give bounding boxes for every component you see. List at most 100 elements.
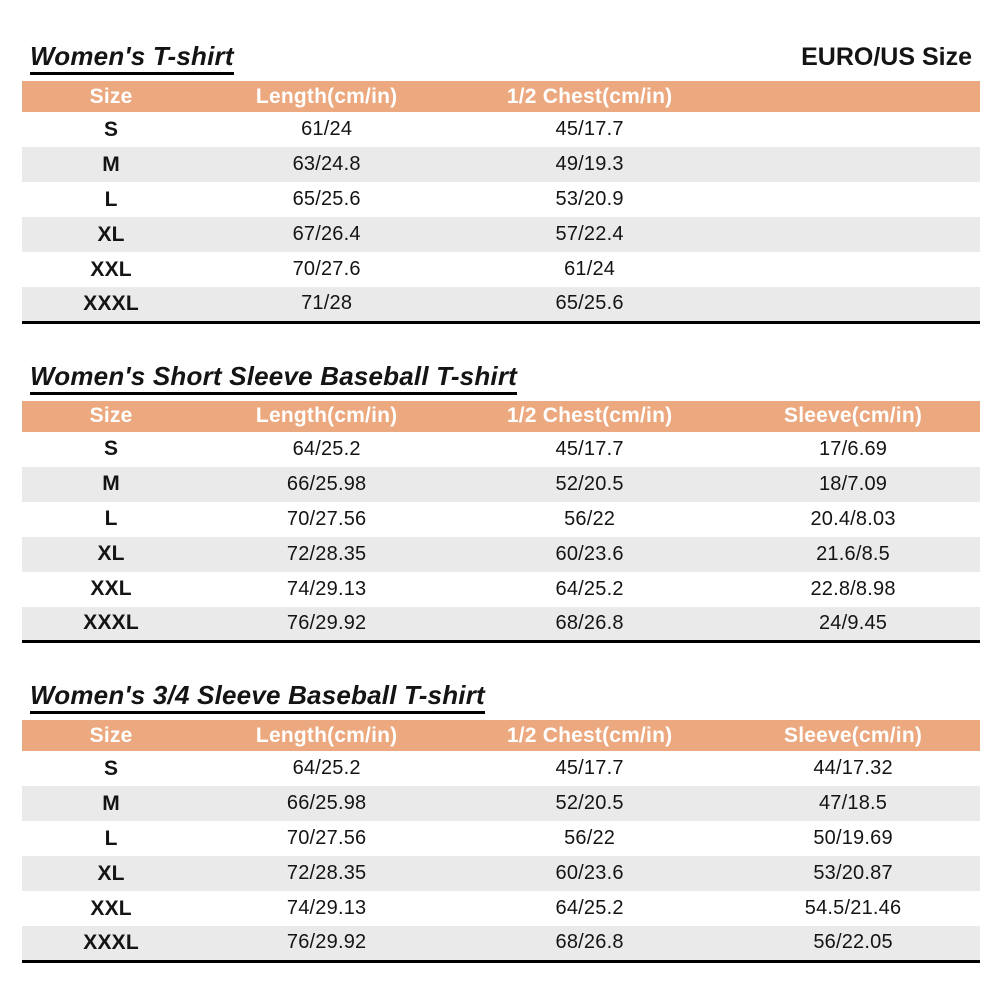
size-table-short-sleeve-baseball: Size Length(cm/in) 1/2 Chest(cm/in) Sleeve(… bbox=[22, 400, 980, 643]
size-cell: XXL bbox=[90, 577, 132, 600]
measurement-cell: 74/29.13 bbox=[286, 897, 367, 919]
column-header: Length(cm/in) bbox=[200, 720, 454, 751]
measurement-cell: 63/24.8 bbox=[292, 153, 361, 175]
measurement-cell: 20.4/8.03 bbox=[810, 507, 896, 530]
table-row: S 61/24 45/17.7 bbox=[22, 112, 980, 147]
measurement-cell: 74/29.13 bbox=[286, 577, 367, 600]
measurement-cell bbox=[726, 217, 980, 252]
column-header: Length(cm/in) bbox=[200, 81, 454, 112]
table-row: L 70/27.56 56/22 20.4/8.03 bbox=[22, 502, 980, 537]
size-chart-sheet: Women's T-shirt EURO/US Size Size Length(… bbox=[22, 0, 980, 963]
section-title: Women's T-shirt bbox=[30, 42, 234, 75]
table-row: M 66/25.98 52/20.5 18/7.09 bbox=[22, 466, 980, 502]
measurement-cell: 47/18.5 bbox=[818, 792, 888, 814]
measurement-cell: 66/25.98 bbox=[286, 792, 367, 814]
column-header: 1/2 Chest(cm/in) bbox=[453, 400, 727, 432]
table-header: Size Length(cm/in) 1/2 Chest(cm/in) Sleeve(… bbox=[22, 400, 980, 432]
size-cell: M bbox=[102, 791, 120, 815]
measurement-cell: 72/28.35 bbox=[286, 862, 367, 884]
measurement-cell bbox=[726, 112, 980, 147]
measurement-cell: 45/17.7 bbox=[555, 757, 624, 779]
table-row: M 66/25.98 52/20.5 47/18.5 bbox=[22, 786, 980, 821]
table-row: S 64/25.2 45/17.7 44/17.32 bbox=[22, 751, 980, 786]
measurement-cell: 72/28.35 bbox=[286, 542, 367, 565]
measurement-cell: 60/23.6 bbox=[555, 862, 624, 884]
section-short-sleeve-baseball: Women's Short Sleeve Baseball T-shirt Si… bbox=[22, 362, 980, 643]
measurement-cell: 64/25.2 bbox=[555, 897, 624, 919]
column-header: Size bbox=[22, 81, 201, 112]
column-header: Sleeve(cm/in) bbox=[726, 720, 980, 751]
measurement-cell: 56/22.05 bbox=[813, 931, 893, 954]
measurement-cell: 52/20.5 bbox=[555, 792, 624, 814]
measurement-cell bbox=[726, 287, 980, 322]
measurement-cell: 61/24 bbox=[301, 118, 353, 140]
measurement-cell: 64/25.2 bbox=[292, 437, 361, 460]
size-cell: S bbox=[103, 117, 119, 141]
measurement-cell bbox=[726, 147, 980, 182]
measurement-cell: 44/17.32 bbox=[813, 757, 893, 779]
measurement-cell: 76/29.92 bbox=[286, 611, 367, 634]
size-cell: M bbox=[102, 472, 120, 495]
measurement-cell: 50/19.69 bbox=[813, 827, 893, 849]
measurement-cell: 49/19.3 bbox=[555, 153, 624, 175]
column-header: Size bbox=[22, 720, 201, 751]
measurement-cell: 60/23.6 bbox=[555, 542, 624, 565]
table-header: Size Length(cm/in) 1/2 Chest(cm/in) bbox=[22, 81, 980, 112]
measurement-cell: 65/25.6 bbox=[292, 188, 361, 210]
size-cell: M bbox=[102, 152, 120, 176]
measurement-cell: 70/27.56 bbox=[286, 827, 367, 849]
section-three-quarter-sleeve-baseball: Women's 3/4 Sleeve Baseball T-shirt Size… bbox=[22, 681, 980, 963]
table-row: XXL 70/27.6 61/24 bbox=[22, 252, 980, 287]
measurement-cell: 56/22 bbox=[564, 507, 616, 530]
size-cell: L bbox=[104, 826, 118, 850]
measurement-cell: 56/22 bbox=[564, 827, 616, 849]
size-cell: XXL bbox=[90, 257, 132, 281]
measurement-cell: 70/27.6 bbox=[292, 258, 361, 280]
table-row: L 70/27.56 56/22 50/19.69 bbox=[22, 821, 980, 856]
size-cell: XXXL bbox=[83, 611, 139, 635]
measurement-cell: 21.6/8.5 bbox=[816, 542, 890, 565]
section-header-row: Women's Short Sleeve Baseball T-shirt bbox=[22, 362, 980, 401]
section-header-row: Women's 3/4 Sleeve Baseball T-shirt bbox=[22, 681, 980, 720]
measurement-cell: 70/27.56 bbox=[286, 507, 367, 530]
table-row: XXXL 76/29.92 68/26.8 24/9.45 bbox=[22, 606, 980, 642]
table-row: XXL 74/29.13 64/25.2 22.8/8.98 bbox=[22, 572, 980, 607]
table-row: L 65/25.6 53/20.9 bbox=[22, 182, 980, 217]
measurement-cell: 67/26.4 bbox=[292, 223, 361, 245]
column-header: Size bbox=[22, 400, 201, 432]
measurement-cell: 68/26.8 bbox=[555, 931, 624, 954]
measurement-cell: 54.5/21.46 bbox=[804, 897, 902, 919]
table-row: XL 72/28.35 60/23.6 21.6/8.5 bbox=[22, 536, 980, 572]
column-header: Sleeve(cm/in) bbox=[726, 400, 980, 432]
table-row: M 63/24.8 49/19.3 bbox=[22, 147, 980, 182]
measurement-cell: 76/29.92 bbox=[286, 931, 367, 954]
table-row: XXL 74/29.13 64/25.2 54.5/21.46 bbox=[22, 891, 980, 926]
column-header bbox=[726, 81, 980, 112]
size-cell: XL bbox=[97, 222, 125, 246]
measurement-cell: 45/17.7 bbox=[555, 118, 624, 140]
measurement-cell: 64/25.2 bbox=[555, 577, 624, 600]
measurement-cell: 18/7.09 bbox=[818, 472, 888, 495]
size-table-womens-tshirt: Size Length(cm/in) 1/2 Chest(cm/in) S 61/24… bbox=[22, 81, 980, 324]
size-cell: S bbox=[103, 756, 119, 780]
measurement-cell: 68/26.8 bbox=[555, 611, 624, 634]
column-header: Length(cm/in) bbox=[200, 400, 454, 432]
measurement-cell: 53/20.9 bbox=[555, 188, 624, 210]
section-womens-tshirt: Women's T-shirt EURO/US Size Size Length(… bbox=[22, 42, 980, 324]
table-row: XXXL 71/28 65/25.6 bbox=[22, 287, 980, 322]
table-row: XXXL 76/29.92 68/26.8 56/22.05 bbox=[22, 926, 980, 961]
size-cell: XL bbox=[97, 861, 125, 885]
table-row: XL 72/28.35 60/23.6 53/20.87 bbox=[22, 856, 980, 891]
measurement-cell: 64/25.2 bbox=[292, 757, 361, 779]
measurement-cell bbox=[726, 252, 980, 287]
size-cell: XXL bbox=[90, 896, 132, 920]
size-cell: XXXL bbox=[83, 930, 139, 954]
size-cell: L bbox=[104, 187, 118, 211]
size-table-three-quarter-sleeve-baseball: Size Length(cm/in) 1/2 Chest(cm/in) Sleeve(… bbox=[22, 720, 980, 963]
measurement-cell: 52/20.5 bbox=[555, 472, 624, 495]
measurement-cell: 22.8/8.98 bbox=[810, 577, 896, 600]
measurement-cell: 45/17.7 bbox=[555, 437, 624, 460]
measurement-cell bbox=[726, 182, 980, 217]
measurement-cell: 66/25.98 bbox=[286, 472, 367, 495]
measurement-cell: 61/24 bbox=[564, 258, 616, 280]
